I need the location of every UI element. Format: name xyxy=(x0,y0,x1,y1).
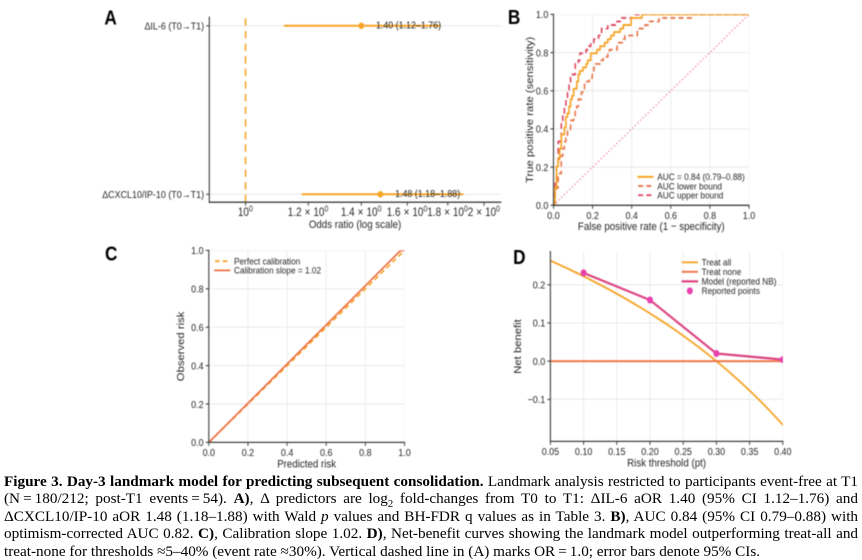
svg-text:Perfect calibration: Perfect calibration xyxy=(234,256,300,267)
svg-text:0.4: 0.4 xyxy=(191,361,204,373)
svg-text:1 0 0: 1 0 0 xyxy=(238,203,253,220)
svg-text:0.10: 0.10 xyxy=(575,446,593,458)
svg-text:0.2: 0.2 xyxy=(242,447,254,459)
svg-text:0.2: 0.2 xyxy=(586,210,598,222)
svg-text:0.30: 0.30 xyxy=(708,446,726,458)
svg-text:0.35: 0.35 xyxy=(741,446,758,458)
svg-text:1 . 2: 1 . 2 × 1 0 0 xyxy=(288,203,329,220)
svg-text:AUC = 0.84 (0.79–0.88): AUC = 0.84 (0.79–0.88) xyxy=(657,172,745,183)
svg-text:1.0: 1.0 xyxy=(536,10,549,22)
svg-text:0.0: 0.0 xyxy=(203,447,216,459)
svg-text:0.6: 0.6 xyxy=(536,86,548,98)
svg-text:C: C xyxy=(105,242,117,264)
svg-text:0.6: 0.6 xyxy=(665,210,677,222)
svg-text:0.20: 0.20 xyxy=(641,446,659,458)
svg-text:Reported points: Reported points xyxy=(702,286,761,297)
svg-text:0.0: 0.0 xyxy=(191,438,204,450)
svg-text:0.25: 0.25 xyxy=(674,446,691,458)
svg-text:True positive rate (sensitivit: True positive rate (sensitivity) xyxy=(525,37,536,183)
svg-text:B: B xyxy=(508,6,520,28)
svg-text:1.0: 1.0 xyxy=(743,210,756,222)
svg-text:Calibration slope = 1.02: Calibration slope = 1.02 xyxy=(234,265,321,276)
svg-text:0.6: 0.6 xyxy=(320,447,332,459)
svg-text:0.0: 0.0 xyxy=(533,356,546,368)
svg-text:ΔIL-6 (T0→T1): ΔIL-6 (T0→T1) xyxy=(144,21,204,33)
svg-text:Net benefit: Net benefit xyxy=(513,319,524,374)
svg-text:Predicted risk: Predicted risk xyxy=(277,458,337,470)
svg-text:0.8: 0.8 xyxy=(359,447,371,459)
svg-text:2 × 1: 2 × 1 0 0 xyxy=(468,203,500,220)
svg-text:0.8: 0.8 xyxy=(536,48,548,60)
svg-text:0.8: 0.8 xyxy=(704,210,716,222)
svg-text:0.40: 0.40 xyxy=(774,446,792,458)
svg-text:0.2: 0.2 xyxy=(536,162,548,174)
svg-text:0.6: 0.6 xyxy=(191,322,203,334)
svg-text:0.4: 0.4 xyxy=(536,124,549,136)
svg-text:−0.1: −0.1 xyxy=(528,395,546,407)
svg-text:Risk threshold (pt): Risk threshold (pt) xyxy=(627,457,706,470)
svg-text:1 . 8: 1 . 8 × 1 0 0 xyxy=(427,203,468,220)
svg-text:A: A xyxy=(104,6,116,28)
svg-text:1 . 4: 1 . 4 × 1 0 0 xyxy=(341,203,382,220)
svg-text:Treat all: Treat all xyxy=(702,257,732,268)
svg-text:AUC lower bound: AUC lower bound xyxy=(657,181,722,192)
svg-text:0.4: 0.4 xyxy=(281,447,294,459)
svg-text:Treat none: Treat none xyxy=(702,267,742,278)
svg-text:Observed risk: Observed risk xyxy=(176,311,187,381)
svg-text:1 . 6: 1 . 6 × 1 0 0 xyxy=(387,203,428,220)
svg-text:0.4: 0.4 xyxy=(625,210,638,222)
svg-text:1.48 (1.18–1.88): 1.48 (1.18–1.88) xyxy=(395,188,460,200)
svg-text:D: D xyxy=(513,246,525,268)
svg-text:AUC upper bound: AUC upper bound xyxy=(657,190,723,201)
svg-text:Model (reported NB): Model (reported NB) xyxy=(702,276,777,287)
svg-text:0.15: 0.15 xyxy=(608,446,625,458)
svg-text:Odds ratio (log scale): Odds ratio (log scale) xyxy=(309,218,401,231)
svg-text:0.8: 0.8 xyxy=(191,284,203,296)
svg-text:1.40 (1.12–1.76): 1.40 (1.12–1.76) xyxy=(376,20,441,32)
svg-text:0.2: 0.2 xyxy=(191,399,203,411)
svg-text:0.1: 0.1 xyxy=(533,318,545,330)
svg-text:1.0: 1.0 xyxy=(398,447,411,459)
svg-text:1.0: 1.0 xyxy=(191,246,204,258)
svg-text:0.05: 0.05 xyxy=(542,446,559,458)
svg-text:0.0: 0.0 xyxy=(536,200,549,212)
svg-text:0.0: 0.0 xyxy=(547,210,560,222)
svg-text:0.2: 0.2 xyxy=(533,280,545,292)
svg-text:ΔCXCL10/IP-10 (T0→T1): ΔCXCL10/IP-10 (T0→T1) xyxy=(102,189,204,201)
svg-text:False positive rate (1 − speci: False positive rate (1 − specificity) xyxy=(578,221,725,234)
